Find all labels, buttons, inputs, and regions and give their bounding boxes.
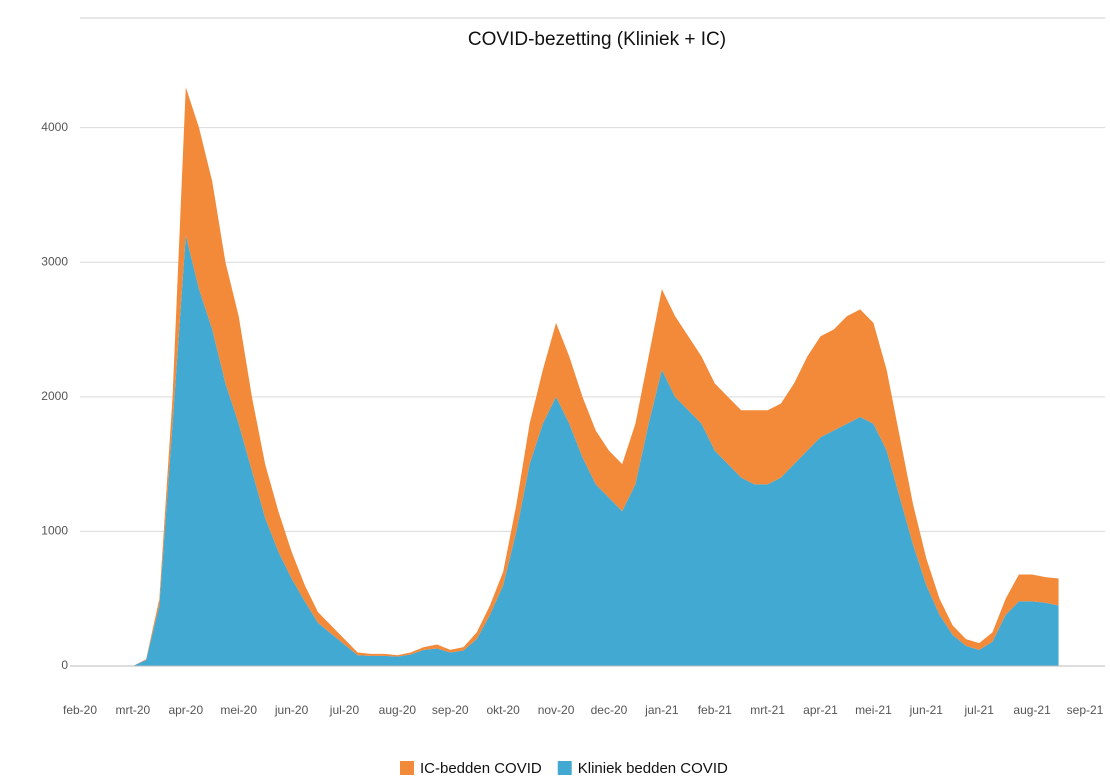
legend-swatch — [557, 761, 572, 775]
x-tick-label: feb-21 — [698, 703, 732, 717]
x-tick-label: apr-20 — [168, 703, 203, 717]
x-tick-label: sep-21 — [1067, 703, 1104, 717]
area — [132, 235, 1059, 667]
x-tick-label: jan-21 — [644, 703, 679, 717]
x-tick-label: jun-20 — [274, 703, 309, 717]
y-tick-label: 4000 — [41, 120, 68, 134]
legend-label: Kliniek bedden COVID — [578, 760, 728, 777]
x-tick-label: dec-20 — [591, 703, 628, 717]
x-tick-label: sep-20 — [432, 703, 469, 717]
x-tick-label: mei-20 — [220, 703, 257, 717]
x-tick-label: mrt-20 — [116, 703, 151, 717]
y-tick-label: 1000 — [41, 524, 68, 538]
chart-title: COVID-bezetting (Kliniek + IC) — [468, 29, 726, 50]
y-tick-label: 2000 — [41, 389, 68, 403]
legend-swatch — [400, 761, 414, 775]
x-tick-label: mrt-21 — [750, 703, 785, 717]
x-tick-label: jul-20 — [329, 703, 360, 717]
y-tick-label: 3000 — [41, 254, 68, 268]
y-tick-label: 0 — [61, 658, 68, 672]
legend-label: IC-bedden COVID — [420, 760, 542, 777]
x-tick-label: okt-20 — [486, 703, 520, 717]
x-tick-label: nov-20 — [538, 703, 575, 717]
x-tick-label: feb-20 — [63, 703, 97, 717]
x-tick-label: mei-21 — [855, 703, 892, 717]
x-tick-label: apr-21 — [803, 703, 838, 717]
x-tick-label: jun-21 — [909, 703, 944, 717]
x-tick-label: aug-21 — [1013, 703, 1051, 717]
x-tick-label: aug-20 — [379, 703, 417, 717]
x-tick-label: jul-21 — [964, 703, 995, 717]
area — [132, 87, 1059, 666]
